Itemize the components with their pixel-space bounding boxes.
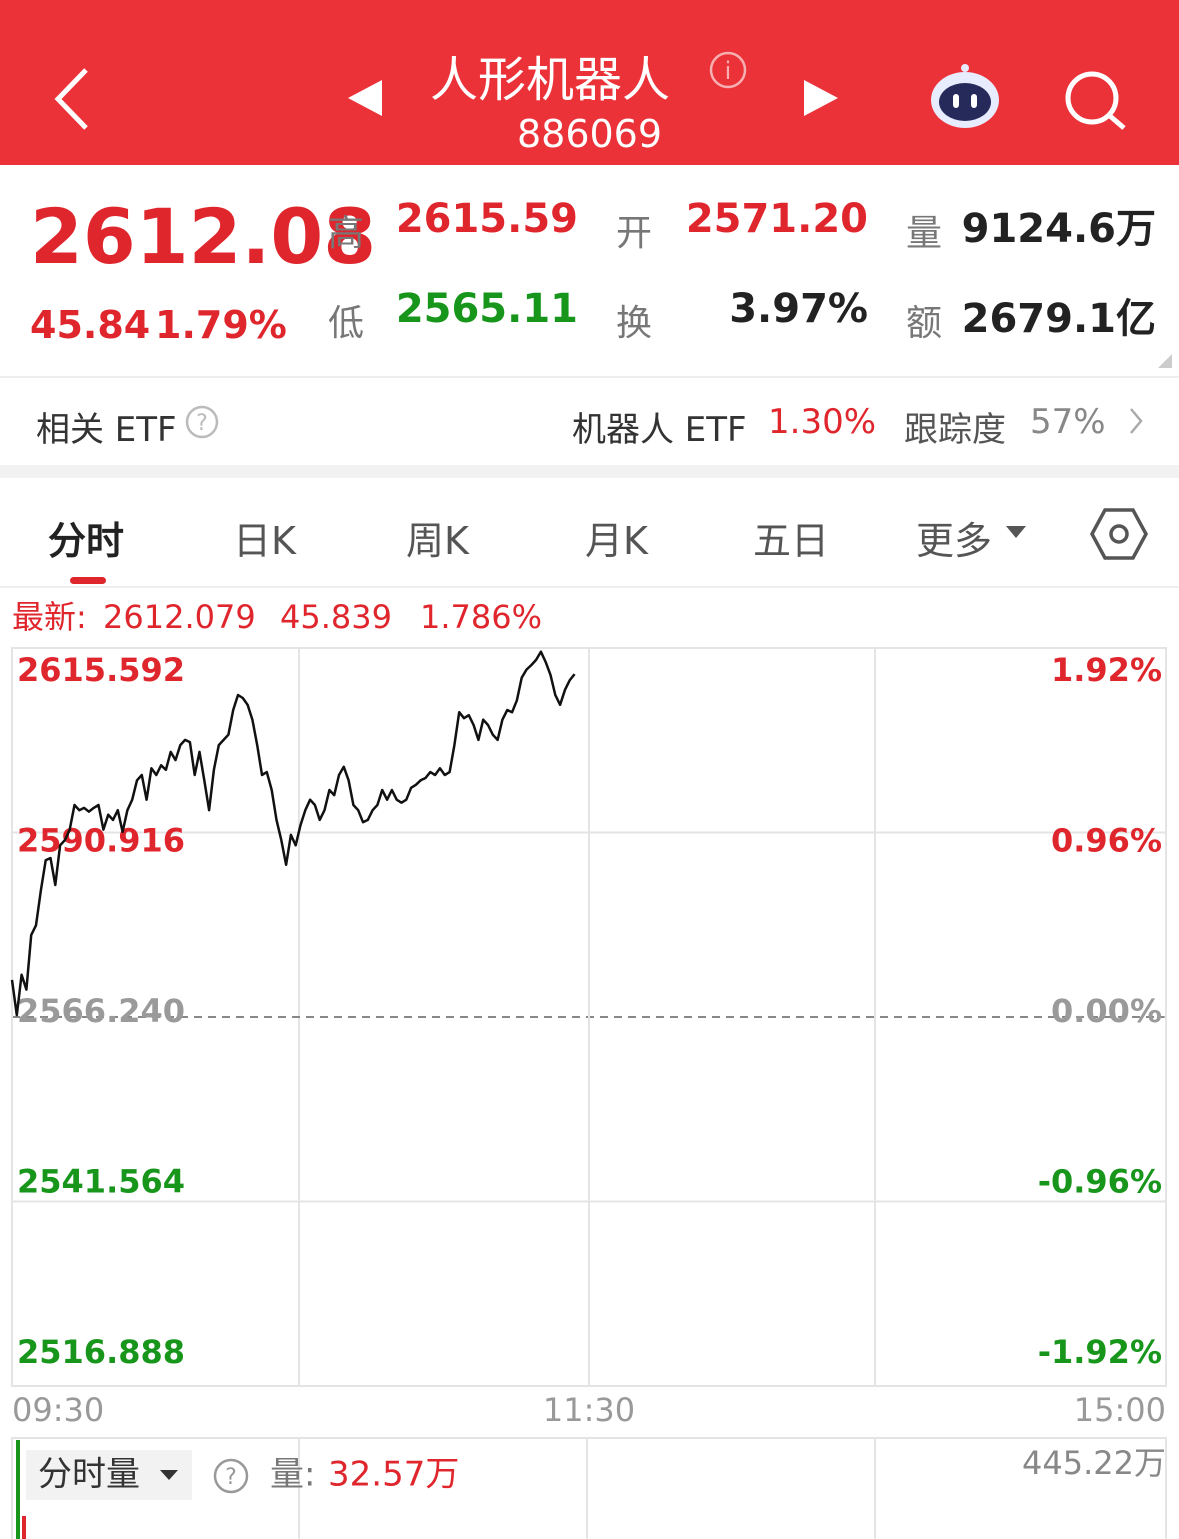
stat-label: 低 — [328, 303, 365, 344]
divider — [0, 586, 1179, 588]
tab[interactable]: 五日 — [753, 519, 830, 563]
dropdown-arrow — [160, 1470, 178, 1480]
stat-label: 换 — [616, 303, 653, 344]
stat-label: 开 — [616, 213, 653, 254]
latest-change: 45.839 — [280, 598, 392, 636]
search-button[interactable] — [1062, 68, 1128, 132]
back-button[interactable] — [50, 66, 94, 132]
change-pct: 1.79% — [155, 303, 287, 347]
volume-qty-label: 量: — [270, 1455, 315, 1495]
tab[interactable]: 分时 — [48, 519, 125, 563]
tab[interactable]: 更多 — [916, 519, 993, 563]
etf-change: 1.30% — [768, 402, 877, 442]
prev-button[interactable] — [348, 80, 384, 116]
chart: 最新: 2612.079 45.839 1.786% 分时量 ? 量: 32.5… — [10, 598, 1167, 1539]
tab[interactable]: 周K — [406, 519, 469, 563]
arrow — [1006, 526, 1026, 538]
tab[interactable]: 日K — [233, 519, 296, 563]
volume-bar — [16, 1440, 20, 1539]
y-tick-label: 2615.592 — [17, 651, 185, 689]
volume-max: 445.22万 — [1022, 1444, 1166, 1482]
settings-button[interactable] — [1090, 506, 1148, 562]
price: 2612.08 — [30, 192, 377, 281]
volume-bar — [22, 1516, 26, 1539]
stat-value: 2571.20 — [685, 196, 868, 242]
x-tick-label: 15:00 — [1074, 1391, 1166, 1429]
y-tick-label: 2590.916 — [17, 822, 185, 860]
volume-label: 分时量 — [38, 1455, 140, 1495]
next-button[interactable] — [802, 80, 838, 116]
svg-text:i: i — [725, 57, 732, 85]
y-tick-label: 2516.888 — [17, 1333, 185, 1371]
stat-value: 2565.11 — [395, 286, 578, 332]
stat-label: 量 — [906, 213, 943, 254]
volume-selector[interactable] — [26, 1450, 192, 1500]
title: 人形机器人 — [430, 52, 671, 108]
stat-value: 9124.6万 — [961, 206, 1156, 252]
tab-indicator — [70, 577, 106, 584]
help-icon[interactable] — [213, 1458, 249, 1494]
robot-icon[interactable] — [925, 62, 1005, 132]
y-tick-label: 2566.240 — [17, 992, 185, 1030]
y2-tick-label: 0.96% — [1051, 822, 1162, 860]
y2-tick-label: 1.92% — [1051, 651, 1162, 689]
latest-pct: 1.786% — [420, 598, 542, 636]
info-icon[interactable]: i — [708, 50, 748, 90]
code: 886069 — [516, 112, 663, 156]
y-tick-label: 2541.564 — [17, 1163, 185, 1201]
help-icon[interactable]: ? — [184, 404, 220, 440]
chevron[interactable] — [1128, 406, 1144, 436]
x-tick-label: 09:30 — [12, 1391, 104, 1429]
divider — [0, 376, 1179, 378]
svg-text:?: ? — [196, 411, 208, 436]
y2-tick-label: -1.92% — [1038, 1333, 1162, 1371]
stat-label: 高 — [328, 213, 365, 254]
band — [0, 465, 1179, 478]
etf-name[interactable]: 机器人 ETF — [572, 410, 747, 450]
stat-value: 2679.1亿 — [961, 296, 1156, 342]
etf-label: 相关 ETF — [36, 410, 177, 450]
help-mark: ? — [225, 1465, 237, 1490]
volume-frame — [11, 1437, 1167, 1539]
y2-tick-label: -0.96% — [1038, 1163, 1162, 1201]
latest-price: 2612.079 — [103, 598, 256, 636]
change: 45.84 — [30, 303, 151, 347]
tracking: 57% — [1030, 402, 1106, 442]
tab[interactable]: 月K — [585, 519, 648, 563]
volume-qty: 32.57万 — [328, 1455, 459, 1495]
x-tick-label: 11:30 — [543, 1391, 635, 1429]
stat-label: 额 — [906, 303, 943, 344]
dropdown-arrow — [1006, 526, 1026, 538]
tracking-label: 跟踪度 — [904, 410, 1006, 450]
y2-tick-label: 0.00% — [1051, 992, 1162, 1030]
latest-label: 最新: — [12, 598, 87, 636]
price-line — [10, 650, 576, 1017]
stat-value: 3.97% — [729, 286, 868, 332]
stat-value: 2615.59 — [395, 196, 578, 242]
corner-mark — [1158, 354, 1172, 368]
